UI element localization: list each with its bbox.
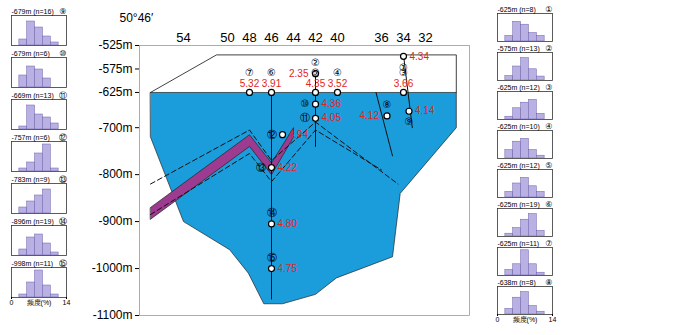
svg-text:频度(%): 频度(%) — [513, 316, 538, 324]
svg-text:-625m: -625m — [98, 85, 132, 99]
svg-text:⑮: ⑮ — [59, 259, 67, 268]
svg-text:4.35: 4.35 — [306, 78, 326, 89]
svg-text:14: 14 — [549, 316, 557, 323]
svg-text:42: 42 — [308, 30, 322, 45]
svg-text:-625m (n=8): -625m (n=8) — [498, 6, 536, 14]
svg-text:⑮: ⑮ — [267, 252, 277, 263]
svg-text:⑭: ⑭ — [267, 207, 277, 218]
svg-text:④: ④ — [333, 67, 342, 78]
svg-text:36: 36 — [374, 30, 388, 45]
svg-text:50°46′: 50°46′ — [120, 11, 154, 25]
svg-text:⑬: ⑬ — [59, 175, 67, 184]
svg-text:-625m (n=11): -625m (n=11) — [498, 240, 540, 248]
svg-text:0: 0 — [496, 316, 500, 323]
svg-text:4.22: 4.22 — [278, 162, 298, 173]
svg-text:-800m: -800m — [98, 167, 132, 181]
svg-text:-625m (n=19): -625m (n=19) — [498, 201, 540, 209]
svg-text:-625m (n=12): -625m (n=12) — [498, 162, 540, 170]
svg-text:3.52: 3.52 — [328, 78, 348, 89]
svg-text:46: 46 — [264, 30, 278, 45]
svg-text:4.36: 4.36 — [322, 98, 342, 109]
svg-text:⑦: ⑦ — [545, 239, 552, 248]
svg-text:-900m: -900m — [98, 214, 132, 228]
svg-text:-625m (n=10): -625m (n=10) — [498, 123, 540, 131]
svg-text:④: ④ — [545, 122, 552, 131]
svg-text:50: 50 — [220, 30, 234, 45]
svg-text:4.75: 4.75 — [278, 263, 298, 274]
svg-text:-783m (n=9): -783m (n=9) — [12, 176, 50, 184]
svg-text:⑨: ⑨ — [59, 7, 66, 16]
svg-text:⑧: ⑧ — [545, 278, 552, 287]
svg-text:4.12: 4.12 — [360, 110, 380, 121]
svg-text:-525m: -525m — [98, 38, 132, 52]
svg-text:14: 14 — [63, 299, 71, 306]
svg-text:⑦: ⑦ — [245, 67, 254, 78]
svg-text:频度(%): 频度(%) — [27, 299, 52, 307]
svg-text:⑥: ⑥ — [267, 67, 276, 78]
svg-text:-575m: -575m — [98, 62, 132, 76]
svg-text:-700m: -700m — [98, 121, 132, 135]
svg-text:⑫: ⑫ — [267, 129, 277, 140]
svg-text:⑤: ⑤ — [311, 67, 320, 78]
svg-text:4.80: 4.80 — [278, 218, 298, 229]
svg-text:⑪: ⑪ — [300, 112, 310, 123]
svg-text:44: 44 — [286, 30, 300, 45]
svg-text:4.05: 4.05 — [322, 112, 342, 123]
svg-text:-679m (n=6): -679m (n=6) — [12, 50, 50, 58]
svg-text:-757m (n=6): -757m (n=6) — [12, 134, 50, 142]
svg-text:2.35: 2.35 — [289, 67, 309, 79]
svg-text:-638m (n=8): -638m (n=8) — [498, 279, 536, 287]
svg-text:3.91: 3.91 — [262, 78, 282, 89]
svg-text:40: 40 — [330, 30, 344, 45]
svg-text:⑫: ⑫ — [59, 133, 67, 142]
svg-text:-575m (n=13): -575m (n=13) — [498, 45, 540, 53]
svg-text:32: 32 — [418, 30, 432, 45]
svg-text:⑩: ⑩ — [59, 49, 66, 58]
svg-text:②: ② — [545, 44, 552, 53]
svg-text:0: 0 — [10, 299, 14, 306]
svg-text:-625m (n=12): -625m (n=12) — [498, 84, 540, 92]
svg-text:⑭: ⑭ — [59, 217, 67, 226]
svg-text:⑧: ⑧ — [383, 99, 392, 110]
svg-text:3.66: 3.66 — [394, 78, 414, 89]
svg-text:4.94: 4.94 — [289, 129, 309, 140]
svg-text:4.14: 4.14 — [415, 105, 435, 116]
svg-text:-998m (n=11): -998m (n=11) — [12, 260, 54, 268]
svg-text:-669m (n=13): -669m (n=13) — [12, 92, 54, 100]
svg-text:⑪: ⑪ — [59, 91, 67, 100]
svg-text:-896m (n=19): -896m (n=19) — [12, 218, 54, 226]
svg-text:48: 48 — [242, 30, 256, 45]
svg-text:⑩: ⑩ — [301, 98, 310, 109]
svg-text:③: ③ — [545, 83, 552, 92]
svg-text:4.34: 4.34 — [410, 51, 430, 62]
svg-text:-679m (n=16): -679m (n=16) — [12, 8, 54, 16]
svg-text:-1000m: -1000m — [92, 261, 133, 275]
svg-text:⑨: ⑨ — [405, 116, 414, 127]
svg-text:5.32: 5.32 — [240, 78, 260, 89]
svg-text:54: 54 — [176, 30, 190, 45]
svg-text:①: ① — [545, 5, 552, 14]
svg-text:③: ③ — [399, 67, 408, 78]
svg-text:⑥: ⑥ — [545, 200, 552, 209]
svg-text:⑤: ⑤ — [545, 161, 552, 170]
svg-text:⑬: ⑬ — [256, 162, 266, 173]
svg-text:②: ② — [311, 56, 320, 68]
svg-text:-1100m: -1100m — [93, 308, 133, 322]
svg-text:34: 34 — [396, 30, 410, 45]
